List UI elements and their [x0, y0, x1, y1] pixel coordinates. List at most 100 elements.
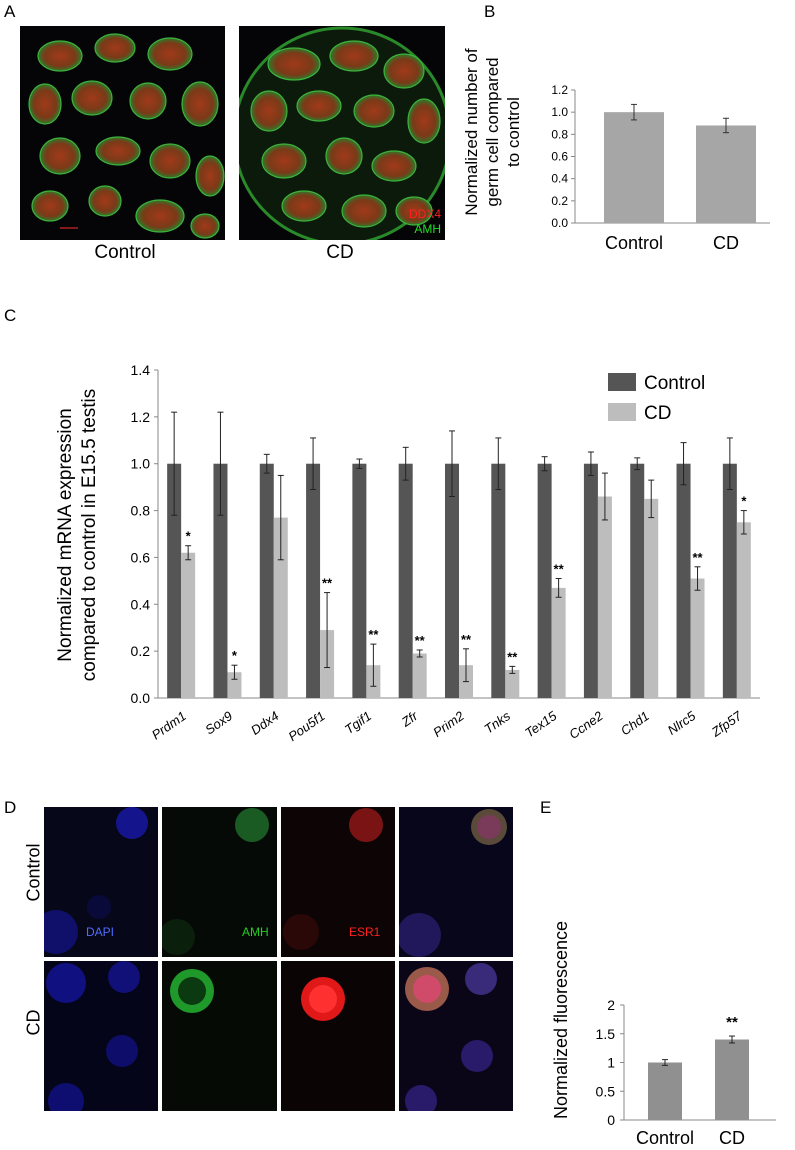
- control-testis-micrograph: [20, 26, 225, 240]
- y-tick-label: 1.0: [551, 105, 568, 119]
- significance-marker: **: [507, 649, 518, 664]
- x-tick-label: Zfp57: [708, 708, 745, 740]
- y-tick-label: 0.5: [596, 1083, 616, 1099]
- bar-cd: [551, 587, 566, 698]
- panel-a-letter: A: [4, 2, 16, 21]
- x-tick-label: CD: [719, 1128, 745, 1148]
- cd-testis-micrograph: DDX4 AMH: [239, 26, 445, 240]
- control-caption: Control: [94, 242, 156, 263]
- legend-swatch-cd: [608, 403, 636, 421]
- y-tick-label: 0.2: [551, 194, 568, 208]
- bar-cd: [227, 672, 242, 698]
- x-tick-label: CD: [713, 233, 739, 253]
- control-dapi-image: DAPI: [44, 807, 158, 957]
- bar-control: [259, 463, 274, 698]
- x-tick-label: Sox9: [202, 708, 235, 737]
- x-tick-label: Tnks: [481, 708, 513, 737]
- significance-marker: *: [232, 648, 238, 663]
- y-tick-label: 0.2: [131, 643, 151, 659]
- bar-control: [491, 463, 506, 698]
- bar-control: [537, 463, 552, 698]
- panel-d-letter: D: [4, 798, 17, 817]
- y-tick-label: 1.4: [131, 362, 151, 378]
- bar: [648, 1062, 682, 1120]
- cd-testis-image: [239, 26, 445, 240]
- y-axis-title: to control: [504, 97, 523, 167]
- control-row-label: Control: [23, 843, 44, 902]
- legend-label-cd: CD: [644, 403, 671, 424]
- panel-c-letter: C: [4, 306, 17, 325]
- y-tick-label: 0.6: [551, 150, 568, 164]
- ddx4-stain-label: DDX4: [408, 207, 441, 221]
- panel-b-letter: B: [484, 2, 496, 21]
- y-tick-label: 0.6: [131, 549, 151, 565]
- bar-control: [445, 463, 459, 698]
- significance-marker: **: [322, 576, 333, 591]
- x-tick-label: Prim2: [430, 708, 467, 740]
- cd-row-label: CD: [23, 1009, 44, 1036]
- bar: [696, 125, 756, 223]
- legend-label-control: Control: [644, 373, 705, 394]
- x-tick-label: Prdm1: [149, 708, 189, 742]
- y-tick-label: 0.4: [131, 596, 151, 612]
- y-axis-title: Normalized fluorescence: [551, 921, 571, 1119]
- significance-marker: **: [368, 627, 379, 642]
- y-tick-label: 0: [607, 1112, 615, 1128]
- significance-marker: **: [726, 1014, 738, 1031]
- y-tick-label: 0.0: [131, 690, 151, 706]
- bar-cd: [505, 669, 520, 698]
- chart-b: 0.0 0.2 0.4 0.6 0.8 1.0 1.2 Control CD Normalized…: [462, 48, 770, 253]
- cd-caption: CD: [326, 242, 354, 263]
- bar-control: [583, 463, 598, 698]
- bar: [715, 1039, 749, 1120]
- cd-esr1-image: [281, 961, 395, 1111]
- bar-cd: [412, 653, 427, 698]
- bar-control: [722, 463, 737, 698]
- control-esr1-image: ESR1: [281, 807, 395, 957]
- control-amh-image: AMH: [162, 807, 277, 957]
- chart-c: 0.0 0.2 0.4 0.6 0.8 1.0 1.2 1.4 * Prdm1 * Sox9 Ddx4 *…: [55, 362, 760, 744]
- x-tick-label: Pou5f1: [285, 708, 327, 744]
- y-tick-label: 2: [607, 997, 615, 1013]
- y-tick-label: 0.4: [551, 172, 568, 186]
- esr1-channel-label: ESR1: [349, 925, 381, 939]
- bar-cd: [644, 498, 659, 698]
- cd-amh-image: [162, 961, 277, 1111]
- x-tick-label: Ccne2: [566, 708, 606, 742]
- y-tick-label: 0.8: [131, 503, 151, 519]
- bar-cd: [181, 552, 196, 698]
- y-tick-label: 0.0: [551, 216, 568, 230]
- y-tick-label: 1.0: [131, 456, 151, 472]
- legend-swatch-control: [608, 373, 636, 391]
- y-axis-title: Normalized number of: [462, 48, 481, 216]
- bar-control: [676, 463, 691, 698]
- y-axis-title: Normalized mRNA expression: [55, 408, 76, 661]
- significance-marker: *: [186, 529, 192, 544]
- control-merge-image: [399, 807, 513, 957]
- significance-marker: **: [554, 562, 565, 577]
- bar: [604, 112, 664, 223]
- y-tick-label: 1.2: [551, 83, 568, 97]
- x-tick-label: Nlrc5: [665, 708, 699, 738]
- x-tick-label: Zfr: [398, 708, 421, 730]
- significance-marker: **: [692, 550, 703, 565]
- y-tick-label: 1: [607, 1055, 615, 1071]
- bar-control: [167, 463, 182, 698]
- bar-cd: [597, 496, 612, 698]
- x-tick-label: Tex15: [522, 708, 560, 741]
- x-tick-label: Ddx4: [248, 708, 281, 738]
- cd-dapi-image: [44, 961, 158, 1111]
- y-tick-label: 1.2: [131, 409, 151, 425]
- amh-channel-label: AMH: [242, 925, 269, 939]
- bar-cd: [273, 517, 288, 698]
- bar-control: [398, 463, 413, 698]
- x-tick-label: Control: [605, 233, 663, 253]
- y-tick-label: 0.8: [551, 127, 568, 141]
- cd-merge-image: [399, 961, 513, 1111]
- panel-e-letter: E: [540, 798, 552, 817]
- bar-control: [630, 463, 645, 698]
- control-testis-image: [28, 33, 225, 239]
- significance-marker: *: [741, 494, 747, 509]
- y-axis-title: compared to control in E15.5 testis: [79, 389, 100, 682]
- amh-stain-label: AMH: [414, 222, 441, 236]
